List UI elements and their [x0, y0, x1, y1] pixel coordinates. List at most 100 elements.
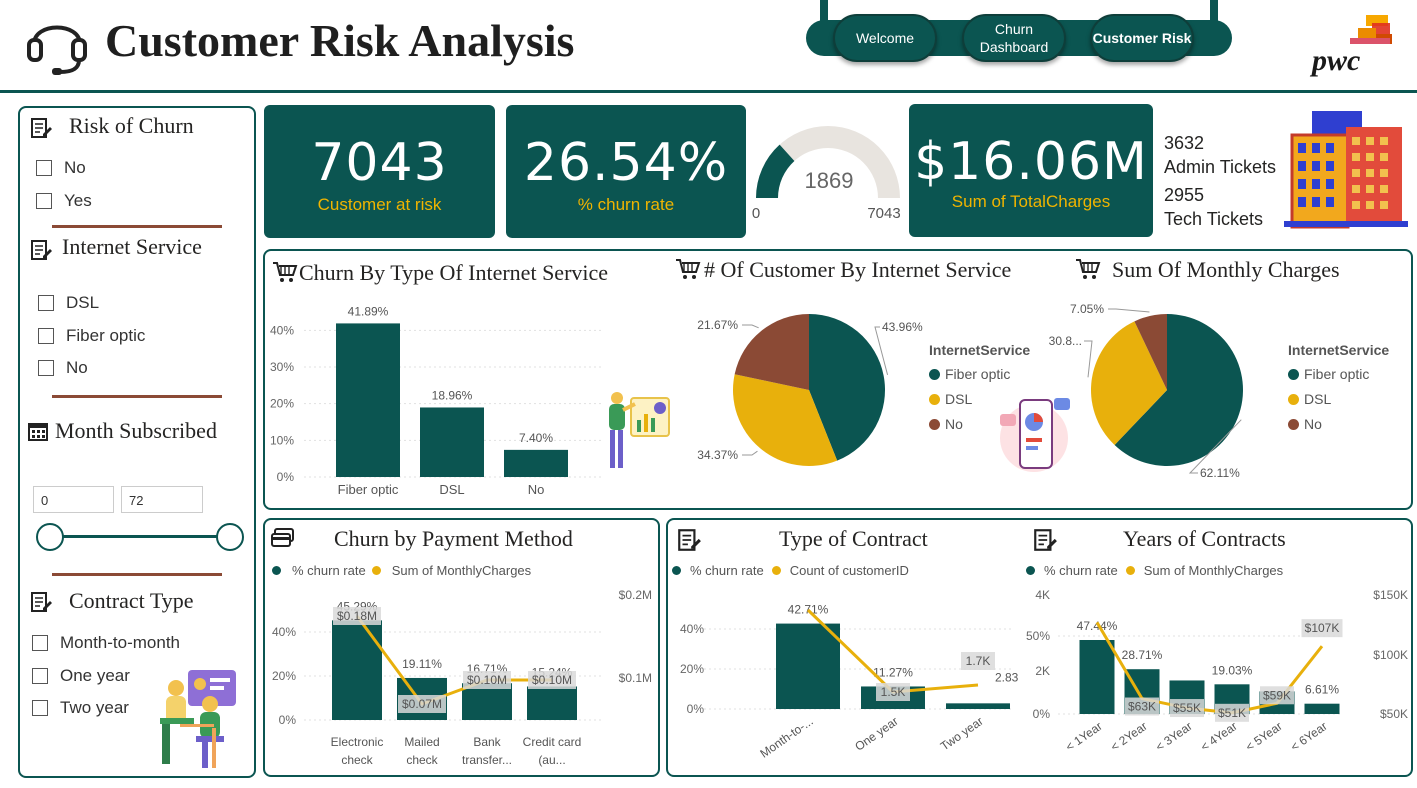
checkbox-label: One year [60, 666, 130, 685]
risk-filter-title: Risk of Churn [69, 113, 194, 138]
nav-churn-dashboard-button[interactable]: Churn Dashboard [962, 14, 1066, 62]
edit-note-icon [31, 240, 52, 260]
pie-slice [1091, 321, 1167, 446]
month-slider-track[interactable] [50, 535, 230, 538]
legend-label: % churn rate [690, 563, 764, 578]
contract-oneyear-checkbox[interactable]: One year [32, 666, 130, 686]
data-label: 6.61% [1305, 683, 1339, 697]
internet-fiber-checkbox[interactable]: Fiber optic [38, 326, 145, 346]
month-filter-title: Month Subscribed [55, 418, 217, 443]
pie-slice [809, 314, 885, 461]
legend-item-fiber[interactable]: Fiber optic [929, 366, 1030, 382]
legend-dot [1288, 418, 1299, 430]
risk-yes-checkbox[interactable]: Yes [36, 191, 92, 211]
x-tick-label: No [528, 482, 545, 497]
checkbox-box[interactable] [32, 700, 48, 716]
legend-label: Sum of MonthlyCharges [391, 563, 532, 578]
x-tick-label: < 3Year [1153, 719, 1195, 754]
checkbox-box[interactable] [36, 160, 52, 176]
kpi-churn-card: 26.54% % churn rate [506, 105, 746, 238]
y-tick-label: 20% [270, 397, 294, 411]
y-tick-label: 10% [270, 433, 294, 447]
x-tick-label: transfer... [462, 753, 512, 767]
y-tick-label: 0% [279, 713, 297, 727]
legend-label: Count of customerID [789, 563, 909, 578]
data-label: 18.96% [432, 388, 473, 402]
nav-welcome-button[interactable]: Welcome [833, 14, 937, 62]
phone-analytics-illustration [1000, 398, 1070, 472]
checkbox-box[interactable] [38, 295, 54, 311]
checkbox-label: Month-to-month [60, 633, 180, 652]
years-title: Years of Contracts [1123, 526, 1286, 551]
contract-chart: 0% 20% 40% 42.71% Month-to-... 11.27% One year… [680, 603, 1018, 761]
data-label-bg [876, 683, 910, 701]
payment-card-icon [271, 528, 294, 547]
y2-tick-label: $0.1M [619, 671, 652, 685]
legend-label: DSL [1304, 391, 1332, 407]
filter-divider [52, 573, 222, 576]
checkbox-box[interactable] [36, 193, 52, 209]
data-label: 42.71% [788, 603, 829, 617]
month-slider-min-handle[interactable] [36, 523, 64, 551]
risk-no-checkbox[interactable]: No [36, 158, 86, 178]
leader-line [1108, 308, 1150, 313]
legend-dot [1125, 566, 1135, 575]
data-label-bg [1301, 619, 1343, 638]
bar [420, 407, 484, 477]
presenter-illustration [609, 392, 670, 468]
checkbox-box[interactable] [32, 668, 48, 684]
x-tick-label: DSL [439, 482, 464, 497]
contract-monthly-checkbox[interactable]: Month-to-month [32, 633, 180, 653]
x-tick-label: Mailed [404, 735, 439, 749]
y-tick-label: 20% [680, 662, 704, 676]
y-tick-label: 30% [270, 360, 294, 374]
month-max-input[interactable]: 72 [121, 486, 203, 513]
legend-dot [929, 418, 940, 430]
y2-tick-label: $0.2M [619, 588, 652, 602]
data-label: 7.05% [1070, 302, 1104, 316]
years-chart: 0% 50% $150K $100K $50K 4K 2K 47.44% < 1Year 28.7… [1026, 588, 1408, 754]
data-label-bg [1170, 699, 1204, 718]
kpi-charges-label: Sum of TotalCharges [951, 192, 1111, 211]
leader-line [1188, 419, 1242, 474]
data-label: 2.83% [995, 670, 1018, 684]
legend-item-dsl[interactable]: DSL [1288, 391, 1389, 407]
y-tick-label: 40% [680, 622, 704, 636]
kpi-customers-card: 7043 Customer at risk [264, 105, 495, 238]
legend-dot [929, 368, 940, 380]
y-tick-label: 20% [272, 669, 296, 683]
monthly-internet-title: Sum Of Monthly Charges [1112, 257, 1340, 282]
legend-item-dsl[interactable]: DSL [929, 391, 1030, 407]
contract-title: Type of Contract [779, 526, 928, 551]
internet-dsl-checkbox[interactable]: DSL [38, 293, 99, 313]
legend-label: Fiber optic [1304, 366, 1370, 382]
checkbox-box[interactable] [38, 360, 54, 376]
tech-ticket-count: 2955 [1164, 185, 1205, 205]
data-label: 7.40% [519, 431, 553, 445]
data-label-bg [463, 671, 511, 689]
legend-item-no[interactable]: No [929, 416, 1030, 432]
month-min-input[interactable]: 0 [33, 486, 114, 513]
checkbox-box[interactable] [38, 328, 54, 344]
checkbox-box[interactable] [32, 635, 48, 651]
data-label: $51K [1218, 706, 1246, 720]
data-label-bg [1215, 703, 1249, 722]
data-label: $0.18M [337, 609, 377, 623]
contract-legend: % churn rate Count of customerID [672, 563, 909, 578]
monthly-internet-pie: 62.11% 30.8... 7.05% [1049, 302, 1243, 480]
checkbox-label: Two year [60, 698, 129, 717]
cart-icon [273, 262, 298, 282]
legend-item-fiber[interactable]: Fiber optic [1288, 366, 1389, 382]
data-label: $0.10M [467, 673, 507, 687]
nav-customer-risk-button[interactable]: Customer Risk [1090, 14, 1194, 62]
bar [946, 703, 1010, 709]
cust-internet-legend: InternetService Fiber optic DSL No [929, 342, 1030, 441]
legend-item-no[interactable]: No [1288, 416, 1389, 432]
legend-dot [929, 393, 940, 405]
internet-no-checkbox[interactable]: No [38, 358, 88, 378]
data-label-bg [398, 695, 446, 713]
people-working-illustration [160, 670, 236, 768]
x-tick-label: Month-to-... [757, 714, 815, 761]
contract-twoyear-checkbox[interactable]: Two year [32, 698, 129, 718]
month-slider-max-handle[interactable] [216, 523, 244, 551]
